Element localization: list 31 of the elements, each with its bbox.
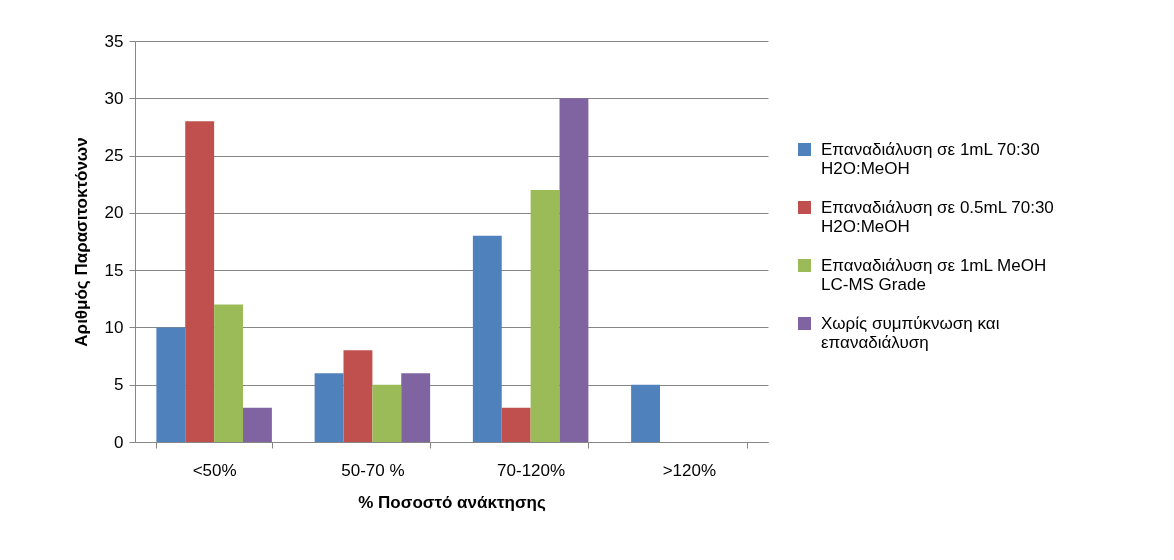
y-tick-label: 15 [104,260,124,280]
y-tick-label: 20 [104,203,124,223]
y-tick-label: 25 [104,146,124,166]
y-tick-label: 10 [104,317,124,337]
bar [214,304,244,442]
bar [501,407,531,442]
bar [472,235,502,442]
legend-label: Επαναδιάλυση σε 1mL MeOH LC-MS Grade [821,255,1047,294]
legend-label: Επαναδιάλυση σε 1mL 70:30 H2O:MeOH [821,139,1040,178]
bar [372,384,402,442]
legend-label: Επαναδιάλυση σε 0.5mL 70:30 H2O:MeOH [821,197,1054,236]
legend-label: Χωρίς συμπύκνωση και επαναδιάλυση [821,313,1000,352]
bar [314,373,344,442]
bar [401,373,431,442]
y-axis-title: Αριθμός Παρασιτοκτόνων [71,137,91,347]
x-tick-label: >120% [662,460,717,480]
y-tick-label: 30 [104,88,124,108]
y-tick-label: 0 [114,432,124,452]
bar [185,121,215,442]
x-tick-label: <50% [192,460,237,480]
bar [156,327,186,442]
x-tick-label: 50-70 % [341,460,405,480]
bar [559,98,589,442]
bar [631,384,660,442]
bar [243,407,272,442]
x-axis-title: % Ποσοστό ανάκτησης [358,492,546,512]
y-tick-label: 35 [104,31,124,51]
x-tick-label: 70-120% [497,460,566,480]
y-tick-label: 5 [114,375,124,395]
bar [343,350,373,442]
bar [530,189,560,442]
